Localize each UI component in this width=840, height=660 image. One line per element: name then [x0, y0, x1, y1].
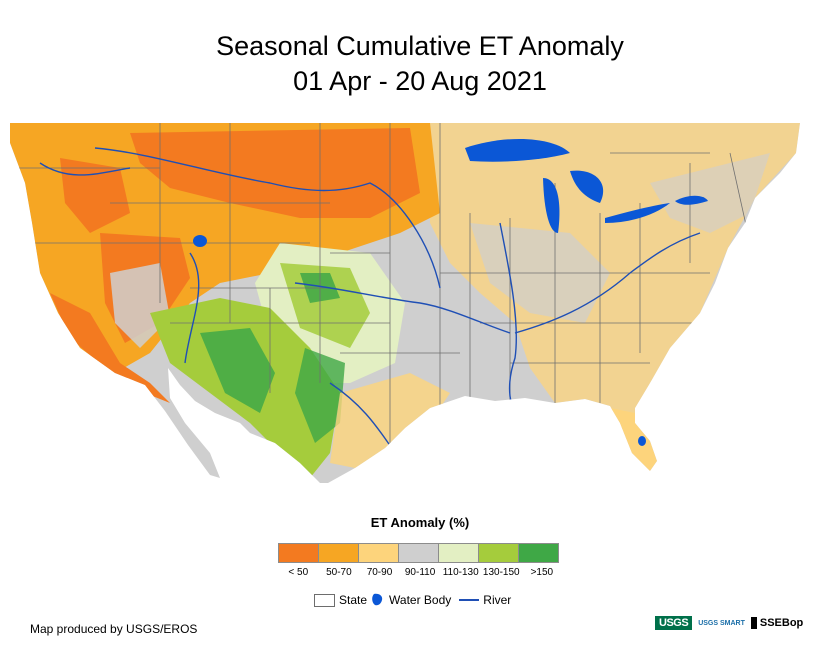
legend-class-label: 90-110 [404, 567, 436, 578]
columbia-river [39, 162, 131, 176]
river-label: River [483, 593, 512, 607]
water-body-icon [372, 593, 383, 606]
water-body-label: Water Body [389, 593, 452, 607]
legend-class-label: 110-130 [442, 567, 479, 578]
new-mexico-above-150 [295, 348, 345, 443]
lake-erie [605, 203, 670, 223]
usgs-smart-logo: USGS SMART [698, 619, 745, 627]
map-title: Seasonal Cumulative ET Anomaly [216, 31, 624, 61]
state-borders [10, 123, 751, 453]
agency-logos: USGS USGS SMART SSEBop [655, 616, 803, 630]
california-below-50 [50, 293, 170, 403]
legend-swatch [478, 543, 519, 563]
legend-class-label: < 50 [288, 567, 309, 578]
great-salt-lake [193, 235, 207, 247]
et-anomaly-map [10, 123, 800, 483]
missouri-river [94, 147, 441, 289]
legend-class-label: >150 [530, 567, 554, 578]
legend-swatch [518, 543, 559, 563]
feature-key: State Water Body River [314, 593, 511, 607]
legend-swatch [438, 543, 479, 563]
legend-swatch [278, 543, 319, 563]
lake-huron [570, 170, 604, 203]
map-credit: Map produced by USGS/EROS [30, 622, 198, 636]
legend-title: ET Anomaly (%) [370, 515, 470, 530]
arizona-above-150 [200, 328, 275, 413]
nevada-normal-patch [110, 263, 170, 348]
legend-swatch [358, 543, 399, 563]
legend-class-labels: < 50 50-70 70-90 90-110 110-130 130-150 >150 [278, 567, 562, 578]
ohio-river [514, 232, 701, 334]
legend-color-bar [278, 543, 559, 563]
northeast-normal-patch [650, 153, 770, 233]
legend-swatch [318, 543, 359, 563]
northern-plains-below-50 [130, 128, 420, 218]
florida-70-90 [610, 408, 657, 471]
lake-superior [465, 138, 570, 162]
lake-okeechobee [638, 436, 646, 446]
colorado-river [184, 252, 200, 364]
state-swatch [314, 593, 335, 607]
river-line-icon [459, 599, 480, 601]
legend-class-label: 50-70 [326, 567, 352, 578]
map-date-range: 01 Apr - 20 Aug 2021 [293, 66, 547, 96]
ssebop-logo: SSEBop [750, 617, 803, 629]
arkansas-river [294, 282, 511, 334]
state-label: State [339, 593, 368, 607]
lake-ontario [675, 195, 708, 205]
usgs-logo: USGS [655, 616, 693, 630]
lake-michigan [543, 178, 560, 233]
legend-class-label: 130-150 [482, 567, 520, 578]
water-bodies [193, 138, 708, 446]
northwest-below-50 [60, 158, 130, 233]
legend-swatch [398, 543, 439, 563]
legend-class-label: 70-90 [366, 567, 393, 578]
